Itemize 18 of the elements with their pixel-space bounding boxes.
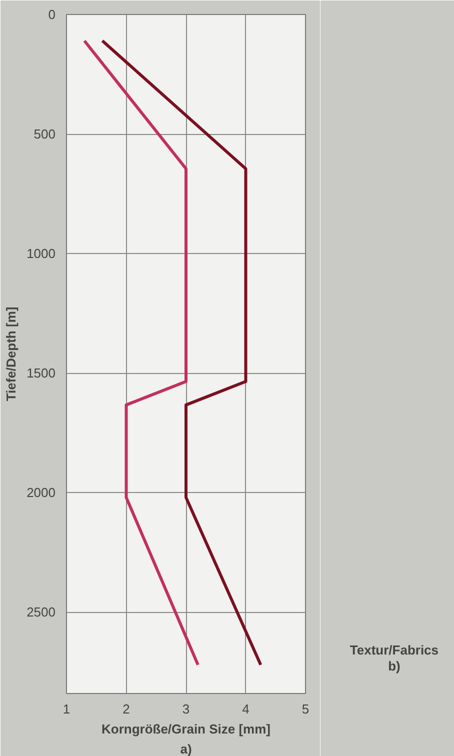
y-tick-label: 2500 — [26, 604, 56, 620]
y-tick-label: 1000 — [26, 246, 56, 262]
text: a) — [180, 742, 192, 756]
y-axis-title: Tiefe/Depth [m] — [4, 306, 19, 402]
x-tick-label: 4 — [242, 702, 250, 716]
x-tick-label: 2 — [122, 702, 130, 716]
text: b) — [388, 658, 400, 674]
y-tick-label: 1500 — [26, 366, 56, 381]
y-tick-label: 2000 — [26, 485, 56, 500]
x-tick-label: 1 — [62, 702, 70, 716]
y-tick-label: 500 — [34, 126, 56, 142]
line-series — [100, 39, 262, 666]
x-axis-title: Korngröße/Grain Size [mm] — [101, 722, 271, 736]
y-tick-label: 0 — [48, 7, 56, 22]
x-tick-label: 3 — [182, 702, 190, 716]
x-tick-label: 5 — [302, 702, 310, 716]
text: Textur/Fabrics — [350, 642, 439, 658]
line-series — [82, 39, 200, 666]
